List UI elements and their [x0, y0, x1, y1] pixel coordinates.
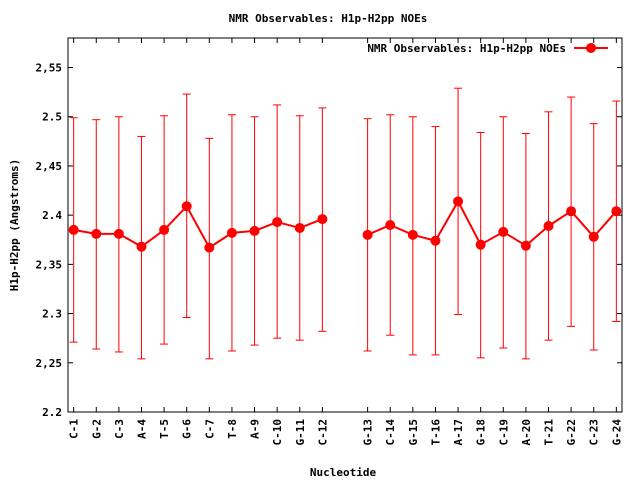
x-tick-label: C-1	[68, 419, 81, 439]
data-point	[294, 222, 305, 233]
x-tick-label: G-15	[407, 419, 420, 446]
x-tick-label: G-18	[475, 419, 488, 446]
series-line-segment	[185, 205, 211, 249]
y-tick-label: 2,45	[36, 160, 63, 173]
data-point	[453, 196, 464, 207]
data-point	[362, 229, 373, 240]
series-line-segment	[163, 205, 188, 231]
data-point	[475, 239, 486, 250]
data-point	[498, 226, 509, 237]
y-tick-label: 2,35	[36, 258, 63, 271]
y-tick-label: 2.3	[42, 308, 62, 321]
x-tick-label: C-3	[113, 419, 126, 439]
data-point	[430, 235, 441, 246]
legend: NMR Observables: H1p-H2pp NOEs	[367, 42, 608, 55]
x-tick-label: G-2	[90, 419, 103, 439]
y-tick-label: 2,55	[36, 62, 63, 75]
series-points	[68, 196, 622, 253]
x-tick-label: C-19	[497, 419, 510, 446]
x-axis: C-1 G-2 C-3 A-4 T-5 G-6 C-7 T-8 A-9 C-10 G-11 C-12 G…	[68, 38, 623, 446]
y-axis: 2.2 2,25 2.3 2,35 2.4 2,45 2.5 2,55	[36, 62, 622, 419]
x-tick-label: T-8	[226, 419, 239, 439]
x-tick-label: C-14	[384, 419, 397, 446]
x-tick-label: A-9	[249, 419, 262, 439]
error-bars	[69, 87, 621, 360]
x-tick-label: A-17	[452, 419, 465, 446]
x-tick-label: T-21	[543, 419, 556, 446]
legend-marker-sample	[586, 43, 596, 53]
x-tick-label: C-10	[271, 419, 284, 446]
plot-frame	[67, 37, 623, 413]
x-tick-label: T-16	[429, 419, 442, 446]
data-point	[181, 201, 192, 212]
series-line-segment	[592, 210, 618, 238]
x-axis-label: Nucleotide	[310, 466, 377, 479]
data-point	[588, 231, 599, 242]
y-tick-label: 2.5	[42, 111, 62, 124]
x-tick-label: A-4	[135, 419, 148, 439]
y-tick-label: 2.4	[42, 209, 62, 222]
y-axis-label: H1p-H2pp (Angstroms)	[8, 159, 21, 291]
x-tick-label: C-7	[203, 419, 216, 439]
series-lines	[73, 200, 618, 249]
data-point	[159, 224, 170, 235]
data-point	[520, 240, 531, 251]
data-point	[566, 206, 577, 217]
x-tick-label: G-6	[181, 419, 194, 439]
data-point	[136, 241, 147, 252]
data-point	[385, 220, 396, 230]
data-point	[317, 214, 328, 225]
data-point	[68, 224, 79, 235]
data-point	[113, 228, 124, 239]
x-tick-label: C-12	[316, 419, 329, 446]
y-tick-label: 2,25	[36, 357, 63, 370]
data-point	[543, 220, 554, 231]
x-tick-label: G-13	[362, 419, 375, 446]
x-tick-label: C-23	[588, 419, 601, 446]
x-tick-label: G-22	[565, 419, 578, 446]
series-line-segment	[570, 210, 595, 238]
x-tick-label: G-11	[294, 419, 307, 446]
data-point	[91, 228, 102, 239]
x-tick-label: A-20	[520, 419, 533, 446]
data-point	[611, 206, 622, 217]
series-line-segment	[457, 200, 482, 246]
data-point	[249, 225, 260, 236]
data-point	[226, 227, 237, 238]
chart-title: NMR Observables: H1p-H2pp NOEs	[229, 12, 428, 25]
data-point	[204, 242, 215, 253]
y-tick-label: 2.2	[42, 406, 62, 419]
series-line-segment	[434, 200, 459, 242]
data-point	[407, 229, 418, 240]
data-point	[272, 217, 283, 228]
x-tick-label: T-5	[158, 419, 171, 439]
legend-series-label: NMR Observables: H1p-H2pp NOEs	[367, 42, 566, 55]
x-tick-label: G-24	[610, 419, 623, 446]
